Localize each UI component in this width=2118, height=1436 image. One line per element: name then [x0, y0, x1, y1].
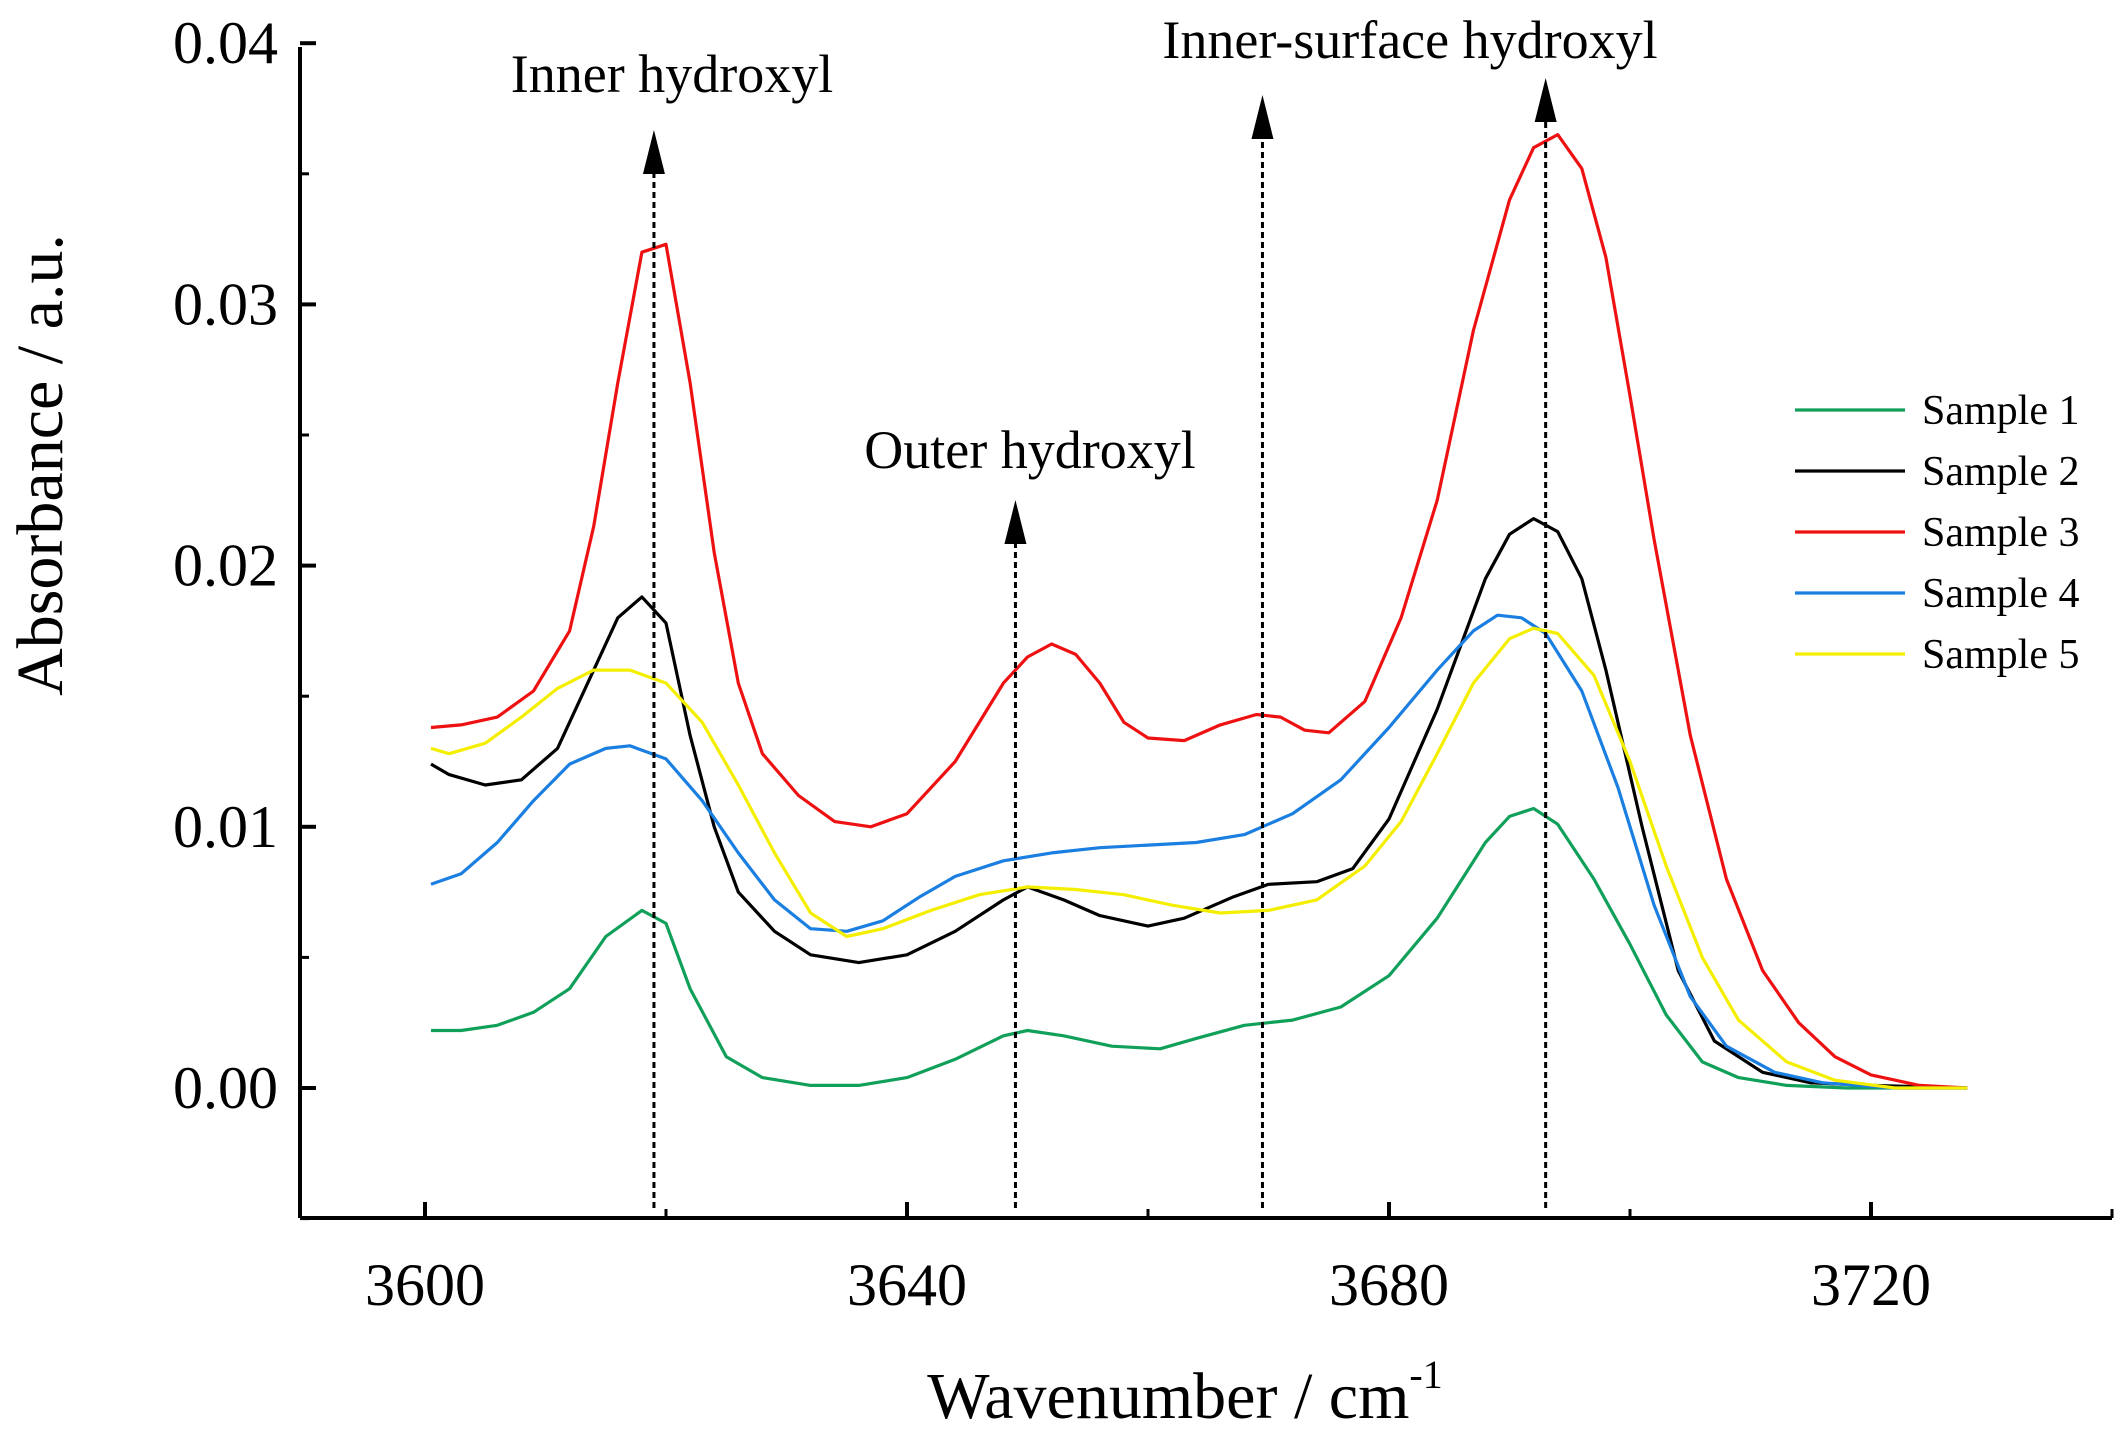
annotations: Inner hydroxyl Outer hydroxyl Inner-surfac…: [511, 10, 1658, 1208]
legend-label: Sample 4: [1922, 571, 2079, 617]
arrowhead-icon: [1534, 78, 1557, 122]
arrowhead-icon: [1004, 500, 1027, 544]
x-tick-label: 3720: [1811, 1252, 1931, 1318]
x-axis-title: Wavenumber / cm-1: [927, 1352, 1443, 1433]
legend-label: Sample 2: [1922, 449, 2079, 495]
legend-label: Sample 3: [1922, 510, 2079, 556]
y-tick-label: 0.03: [173, 271, 278, 337]
series-line-3: [430, 133, 1968, 1090]
series-line-2: [430, 517, 1968, 1090]
y-tick-label: 0.02: [173, 533, 278, 599]
y-tick-label: 0.04: [173, 10, 278, 76]
x-tick-label: 3640: [847, 1252, 967, 1318]
annotation-label: Outer hydroxyl: [864, 420, 1195, 480]
y-axis-title: Absorbance / a.u.: [4, 234, 77, 696]
x-tick-label: 3600: [365, 1252, 485, 1318]
series-line-4: [430, 613, 1968, 1090]
annotation-label: Inner-surface hydroxyl: [1162, 10, 1657, 70]
x-axis-title-main: Wavenumber / cm: [927, 1360, 1409, 1433]
arrowhead-icon: [1251, 95, 1274, 139]
annotation-label: Inner hydroxyl: [511, 44, 833, 104]
x-ticks: 3600 3640 3680 3720: [365, 1202, 2114, 1318]
y-tick-label: 0.00: [173, 1055, 278, 1121]
plot-axes: [298, 47, 2112, 1220]
legend: Sample 1 Sample 2 Sample 3 Sample 4 Sample 5: [1795, 388, 2079, 678]
arrowhead-icon: [642, 130, 665, 174]
legend-label: Sample 1: [1922, 388, 2079, 434]
series-line-5: [430, 626, 1968, 1090]
x-tick-label: 3680: [1329, 1252, 1449, 1318]
series-layer: [430, 133, 1968, 1090]
series-line-1: [431, 806, 1968, 1090]
y-tick-label: 0.01: [173, 794, 278, 860]
x-axis-title-superscript: -1: [1409, 1352, 1442, 1397]
legend-label: Sample 5: [1922, 632, 2079, 678]
y-ticks: 0.00 0.01 0.02 0.03 0.04: [173, 10, 316, 1221]
